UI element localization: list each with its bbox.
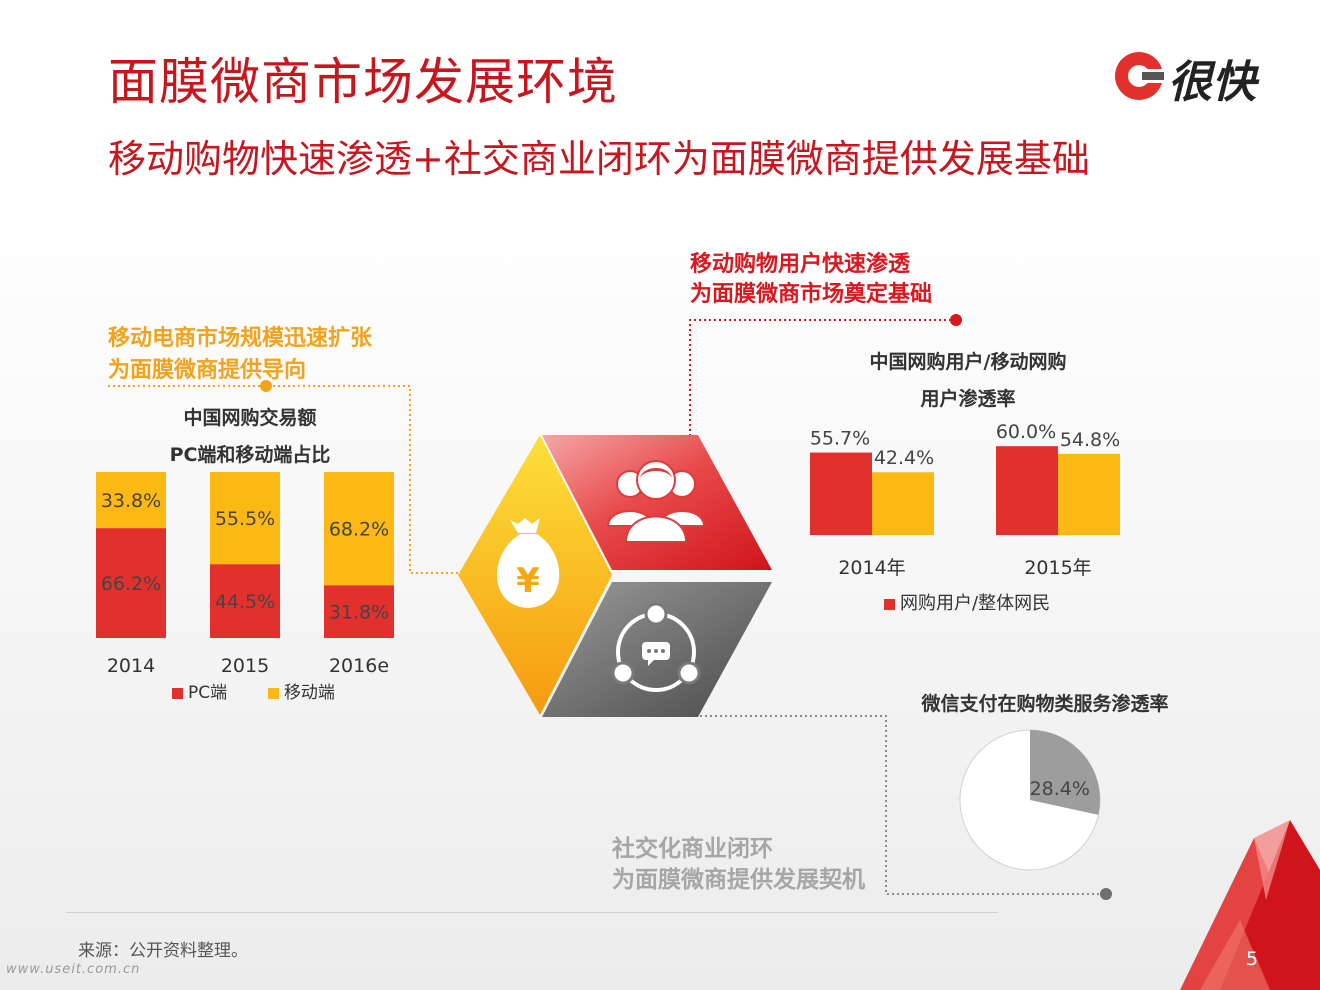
chart3-title: 微信支付在购物类服务渗透率	[921, 693, 1169, 715]
page-title: 面膜微商市场发展环境	[108, 53, 618, 111]
red-segment	[542, 435, 772, 570]
xtick-2015年: 2015年	[1024, 557, 1091, 579]
bar-series1-2015年	[1058, 453, 1120, 535]
chart1-stacked-bar: 66.2% 33.8% 2014 44.5% 55.5% 2015 31.8% 68.2% 20…	[96, 472, 394, 677]
bar-series0-2015年	[996, 446, 1058, 535]
label-pc-2016e: 31.8%	[329, 602, 389, 624]
chart2-title-line2: 用户渗透率	[920, 388, 1016, 410]
svg-text:¥: ¥	[516, 561, 540, 601]
callout-bottom-line1: 社交化商业闭环	[612, 836, 773, 862]
bar-series1-2014年	[872, 472, 934, 535]
label-series0-2014年: 55.7%	[810, 428, 870, 450]
chart1-title: 中国网购交易额 PC端和移动端占比	[100, 400, 400, 474]
legend-swatch-mobile	[267, 687, 279, 699]
bar-pc-2015	[210, 564, 280, 638]
legend-swatch-online-users	[884, 598, 895, 610]
footer-divider	[66, 912, 998, 913]
brand-logo-icon	[1115, 52, 1167, 100]
callout-top-right: 移动购物用户快速渗透 为面膜微商市场奠定基础	[690, 250, 932, 310]
chart1-title-line1: 中国网购交易额	[183, 407, 317, 429]
legend-label-mobile: 移动端	[283, 683, 335, 703]
label-series0-2015年: 60.0%	[996, 421, 1056, 443]
chart3-pie: 28.4%	[959, 729, 1101, 871]
center-graphic: ¥	[458, 435, 772, 717]
callout-bottom: 社交化商业闭环 为面膜微商提供发展契机	[612, 834, 865, 896]
social-chat-icon	[611, 602, 701, 692]
pie-slice-wechat	[1030, 730, 1100, 815]
corner-decoration	[1180, 820, 1320, 990]
callout-left-line2: 为面膜微商提供导向	[108, 358, 307, 383]
label-pc-2014: 66.2%	[101, 573, 161, 595]
bar-mobile-2014	[96, 472, 166, 529]
label-pc-2015: 44.5%	[215, 591, 275, 613]
bar-series0-2014年	[810, 452, 872, 535]
page-subtitle: 移动购物快速渗透+社交商业闭环为面膜微商提供发展基础	[108, 137, 1090, 181]
callout-top-right-line1: 移动购物用户快速渗透	[690, 252, 911, 277]
callout-left: 移动电商市场规模迅速扩张 为面膜微商提供导向	[108, 323, 372, 387]
bar-pc-2016e	[324, 585, 394, 638]
xtick-2014: 2014	[107, 655, 155, 677]
chart2-title-line1: 中国网购用户/移动网购	[869, 351, 1067, 373]
bar-pc-2014	[96, 528, 166, 638]
money-bag-icon: ¥	[496, 518, 560, 608]
source-note: 来源：公开资料整理。	[78, 941, 248, 961]
xtick-2014年: 2014年	[838, 557, 905, 579]
callout-top-right-line2: 为面膜微商市场奠定基础	[690, 282, 933, 307]
bar-mobile-2016e	[324, 472, 394, 586]
callout-left-line1: 移动电商市场规模迅速扩张	[108, 326, 373, 351]
label-mobile-2015: 55.5%	[215, 508, 275, 530]
connector-dot-yellow	[260, 380, 272, 392]
xtick-2016e: 2016e	[329, 655, 389, 677]
xtick-2015: 2015	[221, 655, 269, 677]
chart2-title: 中国网购用户/移动网购 用户渗透率	[818, 344, 1118, 418]
connector-dot-gray	[1100, 888, 1112, 900]
callout-bottom-line2: 为面膜微商提供发展契机	[612, 867, 865, 893]
users-icon	[606, 460, 706, 543]
connector-dot-red	[950, 314, 962, 326]
legend-label-online-users: 网购用户/整体网民	[900, 593, 1051, 614]
label-series1-2014年: 42.4%	[874, 447, 934, 469]
brand-logo-text: 很快	[1168, 57, 1256, 108]
chart1-legend: PC端 移动端	[172, 678, 335, 703]
pie-label: 28.4%	[1030, 778, 1090, 800]
watermark: www.useit.com.cn	[6, 962, 141, 977]
chart2-grouped-bar: 55.7%42.4% 2014年 60.0% 54.8% 2015年	[810, 421, 1120, 579]
brand-logo: 很快	[1112, 44, 1282, 112]
legend-label-pc: PC端	[188, 683, 228, 703]
chart1-title-line2: PC端和移动端占比	[169, 444, 331, 466]
bar-mobile-2015	[210, 472, 280, 565]
label-mobile-2014: 33.8%	[101, 490, 161, 512]
label-series1-2015年: 54.8%	[1060, 429, 1120, 451]
page-number: 5	[1246, 948, 1259, 970]
label-mobile-2016e: 68.2%	[329, 519, 389, 541]
chart2-legend: 网购用户/整体网民	[884, 589, 1050, 615]
legend-swatch-pc	[172, 687, 183, 699]
